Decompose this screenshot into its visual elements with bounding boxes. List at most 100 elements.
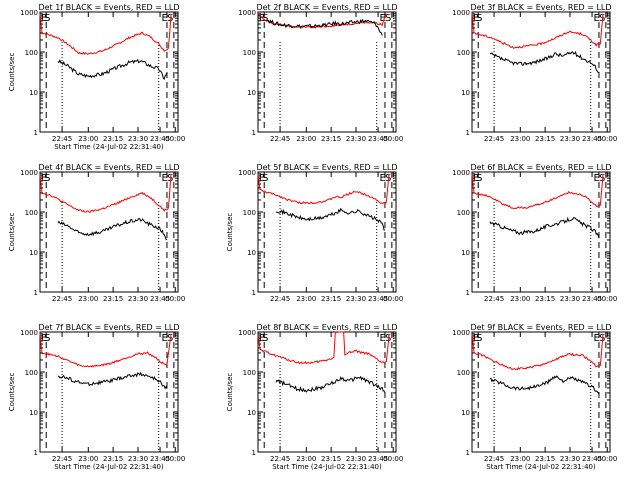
x-tick-label: 00:00: [597, 455, 617, 463]
y-axis-label: Counts/sec: [226, 373, 234, 412]
y-axis-label: Counts/sec: [8, 213, 16, 252]
x-tick-label: 23:30: [346, 295, 366, 303]
x-tick-label: 23:30: [346, 455, 366, 463]
x-tick-label: 22:45: [270, 135, 290, 143]
y-tick-label: 100: [243, 369, 256, 377]
plot-frame: [471, 331, 611, 453]
eclipse-label: E: [593, 333, 599, 344]
x-tick-label: 23:15: [321, 295, 341, 303]
chart-title: Det 9f BLACK = Events, RED = LLD: [470, 323, 611, 332]
y-axis-label: Counts/sec: [8, 53, 16, 92]
x-tick-label: 00:00: [165, 455, 185, 463]
y-tick-label: 1: [34, 289, 38, 297]
x-tick-label: 23:15: [321, 455, 341, 463]
plot-frame: [257, 11, 397, 133]
x-tick-label: 00:00: [165, 135, 185, 143]
x-tick-label: 23:45: [368, 455, 388, 463]
y-tick-label: 100: [25, 49, 38, 57]
x-tick-label: 23:00: [78, 295, 98, 303]
eclipse-label: E: [259, 333, 265, 344]
eclipse-label: E: [473, 13, 479, 24]
events-series-line: [489, 50, 600, 74]
y-tick-label: 100: [25, 369, 38, 377]
events-series-line: [57, 217, 168, 241]
y-tick-label: 1: [252, 289, 256, 297]
eclipse-label: S: [44, 13, 50, 24]
y-tick-label: 100: [457, 369, 470, 377]
chart-title: Det 2f BLACK = Events, RED = LLD: [256, 3, 397, 12]
y-tick-label: 1: [466, 449, 470, 457]
lld-series-line: [257, 173, 390, 205]
y-tick-label: 1: [34, 129, 38, 137]
y-tick-label: 10: [461, 249, 470, 257]
y-tick-label: 10: [247, 89, 256, 97]
eclipse-label: S: [599, 333, 605, 344]
chart-title: Det 7f BLACK = Events, RED = LLD: [38, 323, 179, 332]
eclipse-label: E: [41, 13, 47, 24]
x-tick-label: 00:00: [383, 295, 403, 303]
chart-title: Det 8f BLACK = Events, RED = LLD: [256, 323, 397, 332]
chart-title: Det 3f BLACK = Events, RED = LLD: [470, 3, 611, 12]
x-tick-label: 23:15: [535, 295, 555, 303]
plot-frame: [257, 171, 397, 293]
x-tick-label: 23:15: [535, 135, 555, 143]
x-tick-label: 23:30: [128, 295, 148, 303]
chart-title: Det 4f BLACK = Events, RED = LLD: [38, 163, 179, 172]
y-tick-label: 1000: [238, 169, 256, 177]
x-tick-label: 00:00: [383, 455, 403, 463]
lld-series-line: [39, 173, 172, 213]
x-tick-label: 23:45: [150, 295, 170, 303]
x-tick-label: 23:45: [150, 135, 170, 143]
plot-frame: [39, 171, 179, 293]
eclipse-label: S: [385, 13, 391, 24]
y-tick-label: 1000: [20, 329, 38, 337]
x-tick-label: 00:00: [383, 135, 403, 143]
x-tick-label: 23:45: [582, 135, 602, 143]
x-tick-label: 23:00: [296, 455, 316, 463]
eclipse-label: E: [161, 13, 167, 24]
lld-series-line: [39, 13, 172, 55]
y-tick-label: 10: [29, 249, 38, 257]
eclipse-label: S: [476, 333, 482, 344]
eclipse-label: S: [262, 13, 268, 24]
y-tick-label: 1000: [452, 9, 470, 17]
y-axis-label: Counts/sec: [8, 373, 16, 412]
chart-title: Det 1f BLACK = Events, RED = LLD: [38, 3, 179, 12]
eclipse-label: S: [262, 173, 268, 184]
x-tick-label: 23:00: [510, 135, 530, 143]
x-tick-label: 23:00: [510, 295, 530, 303]
y-tick-label: 1000: [238, 9, 256, 17]
plot-frame: [39, 331, 179, 453]
x-tick-label: 22:45: [52, 135, 72, 143]
x-tick-label: 23:30: [128, 455, 148, 463]
eclipse-label: E: [593, 173, 599, 184]
events-series-line: [489, 375, 600, 395]
y-tick-label: 100: [25, 209, 38, 217]
y-tick-label: 1000: [238, 329, 256, 337]
lld-series-line: [39, 332, 172, 368]
x-tick-label: 22:45: [484, 135, 504, 143]
chart-title: Det 5f BLACK = Events, RED = LLD: [256, 163, 397, 172]
y-tick-label: 10: [29, 409, 38, 417]
eclipse-label: S: [385, 333, 391, 344]
eclipse-label: E: [41, 173, 47, 184]
eclipse-label: E: [473, 173, 479, 184]
y-tick-label: 1000: [20, 169, 38, 177]
events-series-line: [275, 375, 386, 394]
lld-series-line: [257, 331, 390, 365]
x-tick-label: 23:00: [78, 455, 98, 463]
plot-frame: [39, 11, 179, 133]
x-tick-label: 22:45: [52, 295, 72, 303]
y-tick-label: 10: [29, 89, 38, 97]
eclipse-label: S: [262, 333, 268, 344]
events-series-line: [57, 58, 168, 81]
